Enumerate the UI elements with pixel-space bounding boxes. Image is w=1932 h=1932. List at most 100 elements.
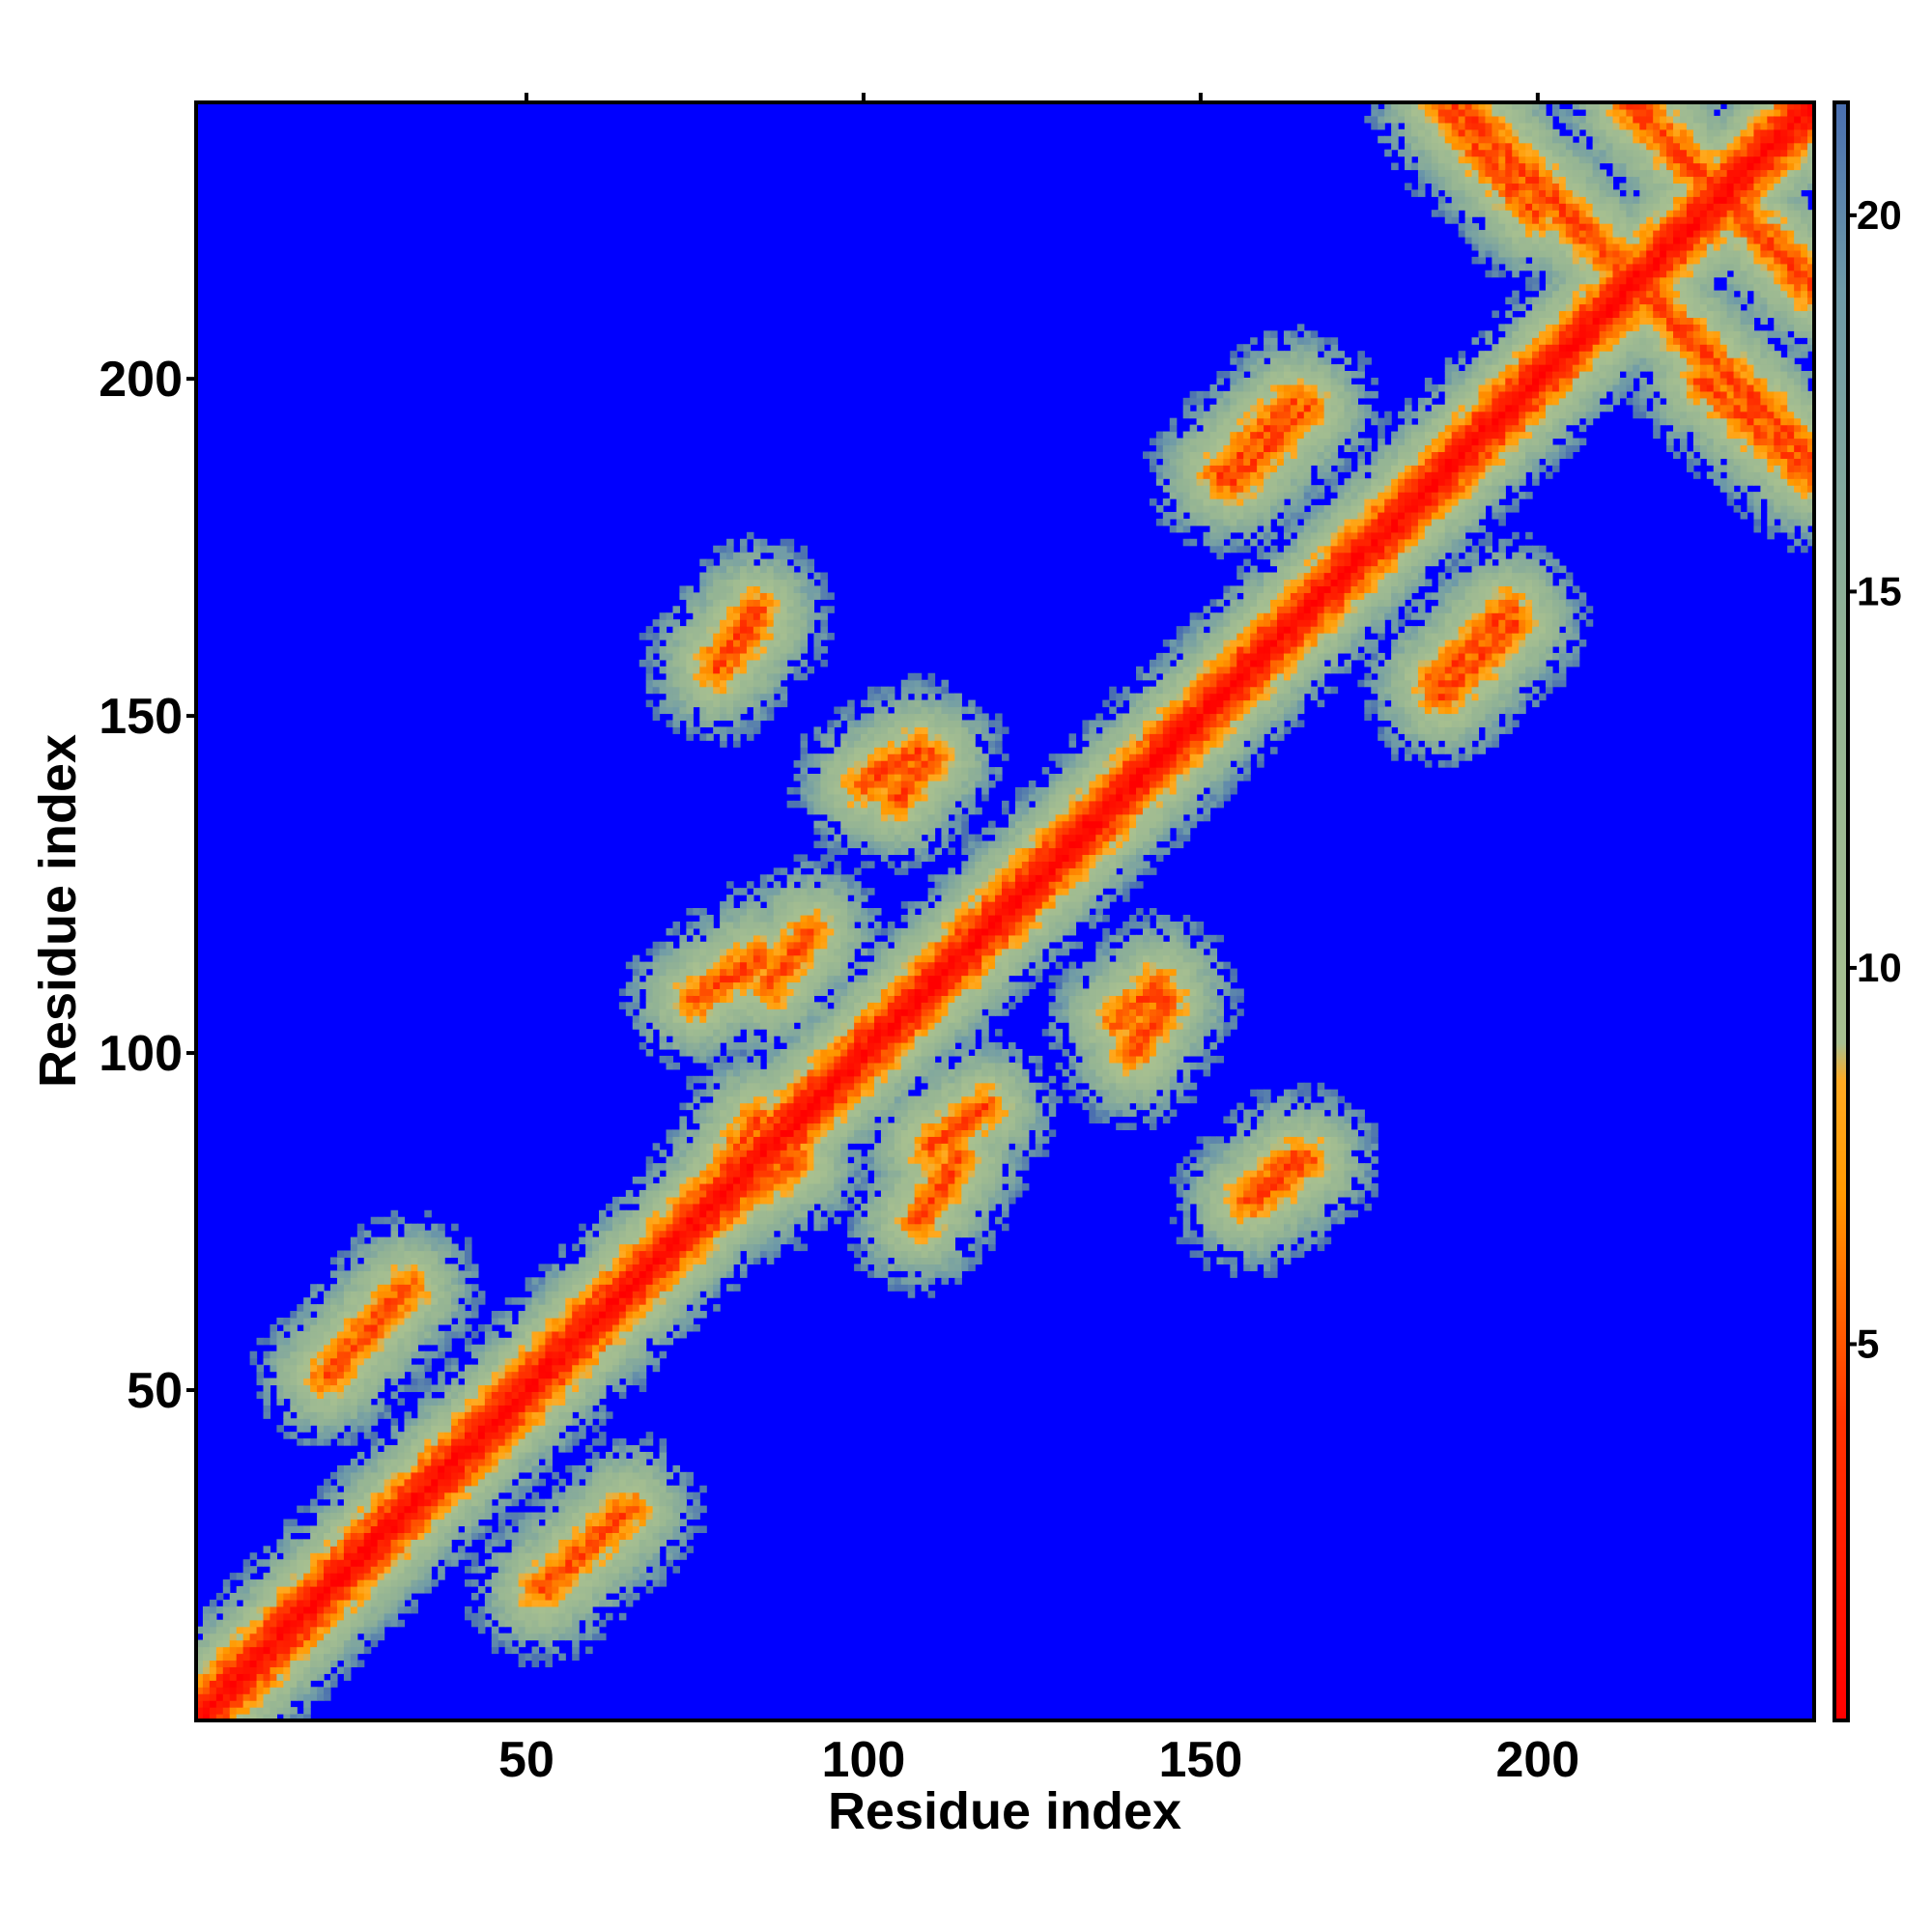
heatmap-cell: [343, 1323, 352, 1332]
heatmap-cell: [733, 599, 741, 607]
heatmap-cell: [786, 592, 795, 600]
heatmap-cell: [438, 1330, 445, 1339]
heatmap-cell: [585, 1384, 593, 1393]
heatmap-cell: [746, 1075, 754, 1084]
heatmap-cell: [377, 1532, 385, 1540]
heatmap-cell: [565, 1546, 573, 1553]
heatmap-cell: [666, 1546, 674, 1553]
heatmap-cell: [491, 1492, 499, 1500]
heatmap-cell: [444, 1519, 452, 1527]
heatmap-cell: [645, 1485, 654, 1493]
heatmap-cell: [431, 1317, 439, 1325]
heatmap-cell: [693, 1209, 700, 1218]
heatmap-cell: [504, 1357, 513, 1366]
heatmap-cell: [592, 1512, 600, 1520]
heatmap-cell: [404, 1297, 412, 1305]
heatmap-cell: [438, 1512, 445, 1520]
heatmap-cell: [713, 1243, 721, 1252]
heatmap-cell: [236, 1573, 244, 1580]
heatmap-cell: [458, 1438, 466, 1446]
heatmap-cell: [733, 981, 741, 990]
heatmap-cell: [659, 1311, 668, 1319]
heatmap-cell: [786, 934, 795, 943]
heatmap-cell: [336, 1539, 345, 1547]
heatmap-cell: [504, 1605, 513, 1614]
heatmap-cell: [666, 1323, 674, 1332]
heatmap-cell: [397, 1498, 406, 1507]
heatmap-cell: [310, 1378, 318, 1386]
heatmap-cell: [693, 1284, 700, 1292]
heatmap-cell: [343, 1330, 352, 1339]
heatmap-cell: [746, 633, 754, 640]
heatmap-cell: [397, 1478, 406, 1487]
heatmap-cell: [645, 1243, 654, 1252]
heatmap-cell: [746, 988, 754, 996]
heatmap-cell: [807, 1068, 815, 1077]
heatmap-cell: [356, 1612, 365, 1621]
heatmap-cell: [444, 1277, 452, 1285]
heatmap-cell: [424, 1485, 432, 1493]
heatmap-cell: [706, 1036, 714, 1043]
heatmap-cell: [572, 1418, 580, 1426]
heatmap-cell: [786, 881, 795, 889]
heatmap-cell: [491, 1586, 499, 1594]
heatmap-cell: [384, 1471, 392, 1480]
heatmap-cell: [384, 1277, 392, 1285]
heatmap-cell: [451, 1418, 459, 1426]
heatmap-cell: [363, 1230, 372, 1238]
heatmap-cell: [525, 1411, 533, 1419]
heatmap-cell: [800, 619, 809, 627]
heatmap-cell: [283, 1566, 291, 1574]
heatmap-cell: [733, 1109, 741, 1118]
heatmap-cell: [720, 1143, 727, 1151]
heatmap-cell: [592, 1317, 600, 1325]
heatmap-cell: [477, 1532, 486, 1540]
heatmap-cell: [377, 1384, 385, 1393]
heatmap-cell: [465, 1539, 472, 1547]
heatmap-cell: [350, 1498, 358, 1507]
heatmap-cell: [390, 1512, 399, 1520]
heatmap-cell: [713, 686, 721, 695]
heatmap-cell: [404, 1277, 412, 1285]
heatmap-cell: [773, 881, 781, 889]
heatmap-cell: [800, 1209, 809, 1218]
heatmap-cell: [793, 774, 802, 781]
heatmap-cell: [370, 1539, 379, 1547]
heatmap-cell: [310, 1546, 318, 1553]
heatmap-cell: [249, 1680, 258, 1688]
heatmap-cell: [746, 720, 754, 727]
heatmap-cell: [465, 1250, 472, 1259]
heatmap-cell: [222, 1700, 231, 1708]
heatmap-cell: [202, 1646, 211, 1655]
heatmap-cell: [417, 1337, 425, 1346]
heatmap-cell: [793, 1062, 802, 1070]
heatmap-cell: [618, 1532, 627, 1540]
heatmap-cell: [713, 606, 721, 613]
heatmap-cell: [470, 1619, 479, 1628]
heatmap-cell: [417, 1519, 425, 1527]
heatmap-cell: [599, 1539, 607, 1547]
heatmap-cell: [417, 1311, 425, 1319]
heatmap-cell: [552, 1418, 559, 1426]
heatmap-cell: [350, 1391, 358, 1399]
heatmap-cell: [726, 1048, 734, 1057]
heatmap-cell: [263, 1559, 271, 1567]
heatmap-cell: [377, 1492, 385, 1500]
heatmap-cell: [336, 1471, 345, 1480]
heatmap-cell: [572, 1512, 580, 1520]
heatmap-cell: [780, 1223, 788, 1232]
heatmap-cell: [753, 693, 761, 701]
heatmap-cell: [229, 1714, 238, 1721]
heatmap-cell: [699, 1150, 707, 1157]
heatmap-cell: [759, 1196, 768, 1205]
heatmap-cell: [599, 1344, 607, 1352]
heatmap-cell: [350, 1284, 358, 1292]
heatmap-cell: [297, 1612, 304, 1621]
heatmap-cell: [283, 1371, 291, 1379]
heatmap-cell: [290, 1552, 298, 1560]
heatmap-cell: [484, 1451, 493, 1460]
heatmap-cell: [209, 1605, 217, 1614]
heatmap-cell: [666, 1163, 674, 1171]
heatmap-cell: [759, 1216, 768, 1225]
heatmap-cell: [531, 1337, 540, 1346]
